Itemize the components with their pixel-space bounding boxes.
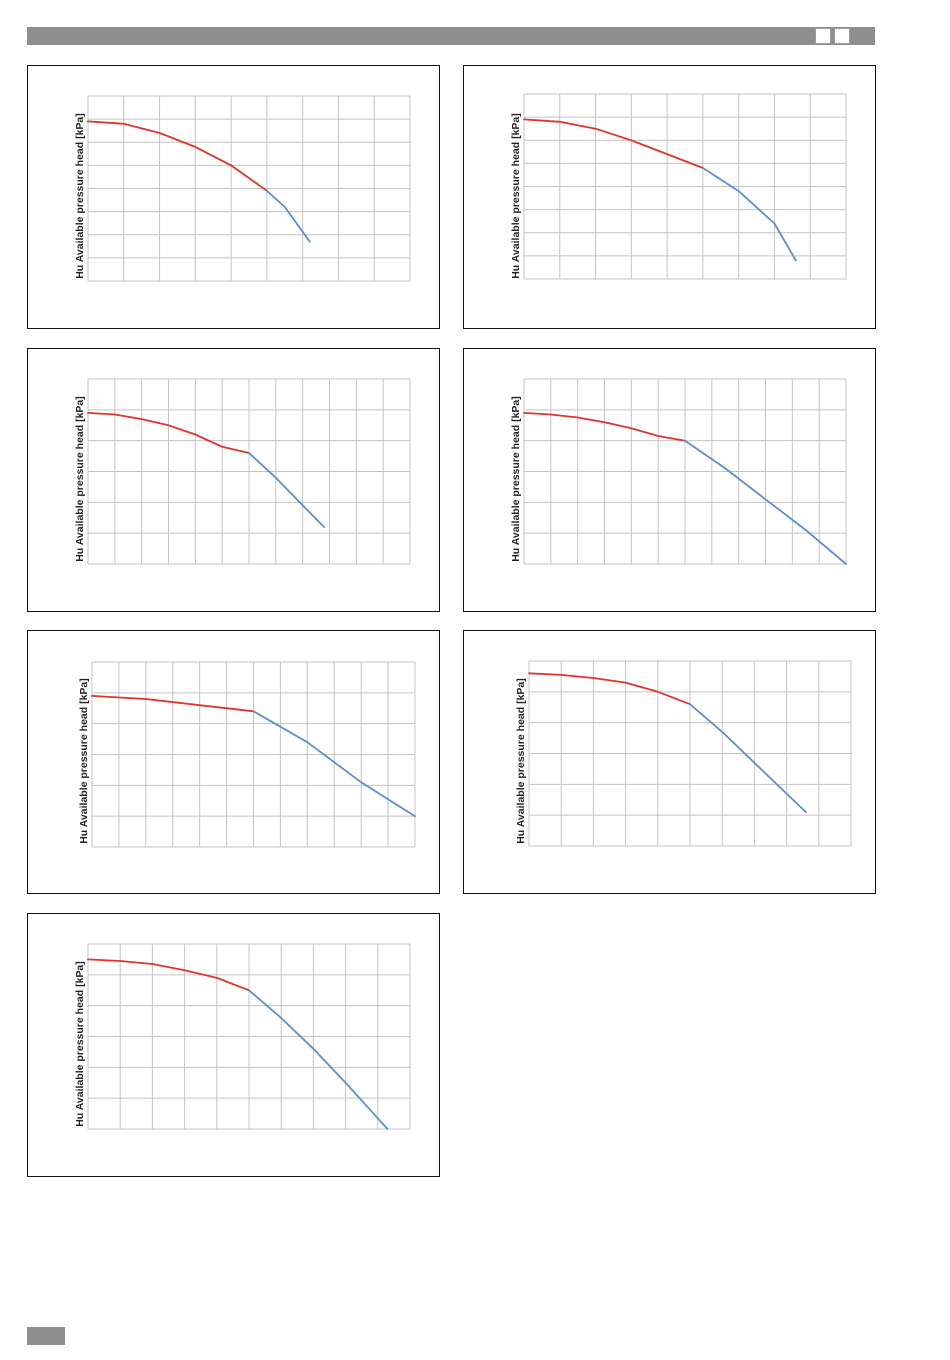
curve-blue-series (248, 452, 326, 528)
chart-panel-3: Hu Available pressure head [kPa] (27, 348, 440, 612)
curve-blue-series (252, 710, 416, 818)
curve-red-series (87, 958, 250, 992)
curve-red-series (91, 695, 255, 713)
curve-blue-series (265, 189, 311, 243)
chart-panel-5: Hu Available pressure head [kPa] (27, 630, 440, 894)
chart-svg-7 (87, 943, 411, 1130)
header-box-2 (834, 28, 850, 44)
curve-red-series (523, 118, 704, 169)
chart-panel-7: Hu Available pressure head [kPa] (27, 913, 440, 1177)
chart-svg-1 (87, 95, 411, 282)
chart-svg-4 (523, 378, 847, 565)
chart-svg-6 (528, 660, 852, 847)
header-bar (27, 27, 875, 45)
chart-svg-5 (91, 661, 416, 848)
curve-red-series (87, 120, 268, 192)
curve-blue-series (701, 167, 797, 262)
curve-blue-series (689, 703, 807, 814)
chart-svg-3 (87, 378, 411, 565)
chart-panel-4: Hu Available pressure head [kPa] (463, 348, 876, 612)
chart-panel-1: Hu Available pressure head [kPa] (27, 65, 440, 329)
page-number-tab (27, 1327, 65, 1345)
header-box-1 (815, 28, 831, 44)
chart-panel-6: Hu Available pressure head [kPa] (463, 630, 876, 894)
curve-red-series (523, 412, 686, 442)
curve-blue-series (248, 989, 389, 1130)
curve-red-series (87, 412, 250, 454)
chart-panel-2: Hu Available pressure head [kPa] (463, 65, 876, 329)
chart-svg-2 (523, 93, 847, 280)
curve-blue-series (684, 439, 847, 565)
curve-red-series (528, 672, 691, 706)
